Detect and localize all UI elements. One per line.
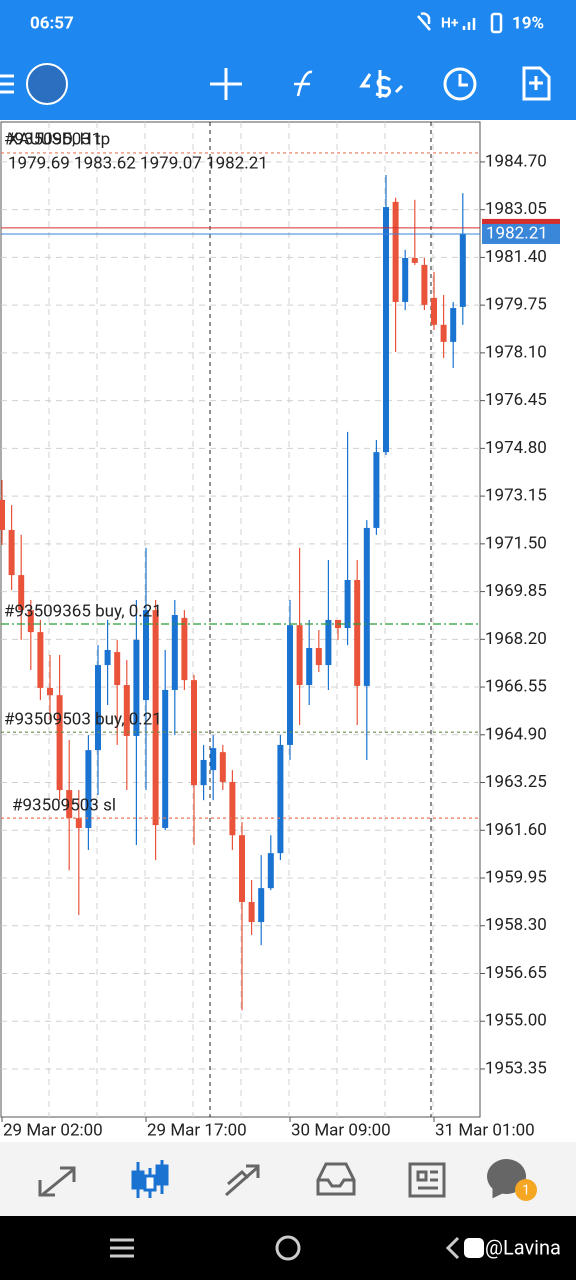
candle-body xyxy=(200,759,207,786)
status-time: 06:57 xyxy=(30,13,74,33)
candle-body xyxy=(325,619,332,666)
chart-title: XAUUSD, H1 xyxy=(8,129,101,149)
candle-body xyxy=(277,744,284,854)
candle-body xyxy=(114,652,121,686)
order-level-label: #93509503 sl xyxy=(12,796,116,816)
candle-body xyxy=(363,527,370,686)
x-tick-label: 29 Mar 17:00 xyxy=(147,1120,247,1140)
candle-body xyxy=(373,452,380,528)
y-tick-label: 1959.95 xyxy=(485,867,547,887)
status-icons xyxy=(417,12,503,34)
y-tick-label: 1973.15 xyxy=(485,486,547,506)
y-tick-label: 1953.35 xyxy=(485,1058,547,1078)
toolbar-icons[interactable] xyxy=(0,63,551,105)
candle-body xyxy=(431,297,437,325)
status-battery: 19% xyxy=(512,13,544,33)
candle-body xyxy=(85,750,92,828)
y-tick-label: 1963.25 xyxy=(485,772,547,792)
candle-body xyxy=(27,610,34,633)
y-tick-label: 1956.65 xyxy=(485,963,547,983)
candle-body xyxy=(267,853,274,889)
candle-body xyxy=(56,695,63,791)
candle-body xyxy=(18,575,25,611)
candle-body xyxy=(315,647,322,666)
candle-body xyxy=(440,324,447,342)
bid-label: 1982.21 xyxy=(486,223,548,243)
candle-body xyxy=(219,752,226,782)
y-tick-label: 1978.10 xyxy=(485,342,547,362)
candle-body xyxy=(75,818,82,828)
candle-body xyxy=(402,257,409,302)
candle-body xyxy=(47,687,53,696)
ohlc-label: 1979.69 1983.62 1979.07 1982.21 xyxy=(8,153,268,173)
y-tick-label: 1983.05 xyxy=(485,199,547,219)
candle-body xyxy=(143,610,149,701)
candle-body xyxy=(171,615,178,690)
order-level-label: #93509503 buy, 0.21 xyxy=(4,710,162,730)
candle-body xyxy=(104,650,111,666)
y-tick-label: 1968.20 xyxy=(485,629,547,649)
candle-body xyxy=(133,639,140,736)
candle-body xyxy=(459,233,466,307)
candle-body xyxy=(411,257,418,263)
candle-body xyxy=(66,790,73,819)
candle-body xyxy=(123,685,130,736)
y-tick-label: 1969.85 xyxy=(485,581,547,601)
candle-body xyxy=(296,625,303,686)
candle-body xyxy=(354,580,361,686)
system-nav-buttons[interactable] xyxy=(110,1235,460,1261)
candle-body xyxy=(306,647,313,686)
y-tick-label: 1971.50 xyxy=(485,533,547,553)
y-tick-label: 1981.40 xyxy=(485,247,547,267)
candle-body xyxy=(392,201,399,302)
y-tick-label: 1961.60 xyxy=(485,820,547,840)
candle-body xyxy=(229,781,236,836)
y-tick-label: 1966.55 xyxy=(485,677,547,697)
bottom-nav xyxy=(0,1142,576,1216)
candle-body xyxy=(162,689,169,828)
y-tick-label: 1974.80 xyxy=(485,438,547,458)
candle-body xyxy=(287,625,293,745)
candle-body xyxy=(258,888,265,922)
chart: 1984.70 1983.05 1981.40 1979.75 1978.10 1976.… xyxy=(0,121,560,1140)
candle-body xyxy=(95,665,101,751)
candle-body xyxy=(450,308,457,342)
candle-body xyxy=(421,264,428,305)
candle-body xyxy=(344,580,351,629)
candle-body xyxy=(8,529,15,576)
y-tick-label: 1979.75 xyxy=(485,295,547,315)
watermark: @Lavina xyxy=(485,1235,561,1259)
x-tick-label: 29 Mar 02:00 xyxy=(3,1120,103,1140)
x-tick-label: 31 Mar 01:00 xyxy=(435,1120,535,1140)
y-tick-label: 1955.00 xyxy=(485,1011,547,1031)
order-level-label: #93509365 buy, 0.21 xyxy=(4,601,162,621)
badge: 1 xyxy=(522,1183,530,1199)
candle-body xyxy=(152,610,159,826)
status-network: H+ xyxy=(441,16,459,32)
y-tick-label: 1958.30 xyxy=(485,915,547,935)
order-level-label: #93509503 tp xyxy=(4,129,110,149)
candle-body xyxy=(37,632,44,688)
candle-body xyxy=(210,748,217,771)
watermark-logo xyxy=(464,1238,484,1258)
candle-body xyxy=(181,617,188,681)
bottom-nav-icons[interactable] xyxy=(38,1159,537,1201)
candle-body xyxy=(0,499,5,530)
candle-body xyxy=(239,835,245,903)
y-tick-label: 1964.90 xyxy=(485,724,547,744)
candle-body xyxy=(248,902,255,922)
top-bar xyxy=(0,0,576,120)
y-tick-label: 1976.45 xyxy=(485,390,547,410)
candle-body xyxy=(383,207,389,453)
x-tick-label: 30 Mar 09:00 xyxy=(291,1120,391,1140)
ask-marker xyxy=(482,218,560,225)
bid-label-box xyxy=(482,223,560,244)
y-tick-label: 1984.70 xyxy=(485,151,547,171)
